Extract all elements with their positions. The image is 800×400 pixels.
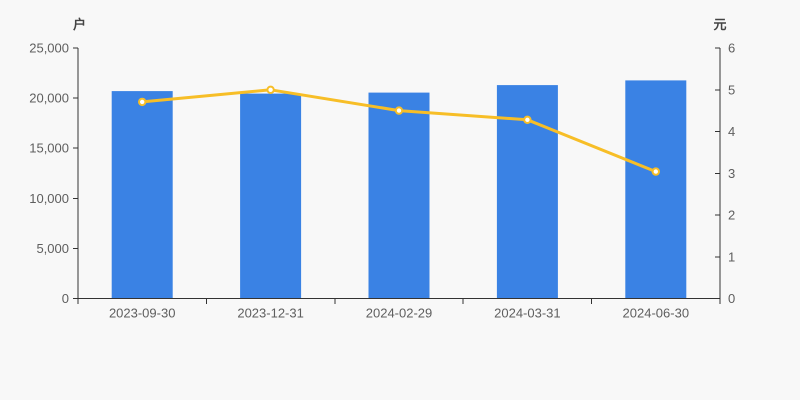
left-axis-tick-label: 25,000 [29,41,69,56]
left-axis-unit-label: 户 [73,17,86,32]
bar-2023-12-31[interactable] [240,93,302,299]
right-axis-tick-label: 0 [728,291,735,306]
x-axis-label-2023-09-30: 2023-09-30 [109,306,176,321]
right-axis-tick-label: 3 [728,166,735,181]
line-point-2024-06-30[interactable] [651,167,660,176]
x-axis-label-2023-12-31: 2023-12-31 [237,306,304,321]
right-axis-tick-label: 4 [728,124,735,139]
left-axis-tick-label: 20,000 [29,91,69,106]
bar-2024-06-30[interactable] [625,80,687,299]
right-axis-tick-label: 5 [728,82,735,97]
right-axis-tick-label: 1 [728,249,735,264]
line-point-2024-03-31[interactable] [523,115,532,125]
right-axis-tick-label: 2 [728,208,735,223]
left-axis-tick-label: 0 [62,291,69,306]
bar-2023-09-30[interactable] [111,91,173,299]
line-point-2023-12-31[interactable] [266,85,275,95]
left-axis-tick-label: 15,000 [29,141,69,156]
right-axis-unit-label: 元 [713,17,726,32]
right-axis-tick-label: 6 [728,41,735,56]
x-axis-label-2024-03-31: 2024-03-31 [494,306,561,321]
bar-2024-02-29[interactable] [368,92,430,299]
x-axis-label-2024-02-29: 2024-02-29 [366,306,433,321]
left-axis-tick-label: 10,000 [29,191,69,206]
line-point-2024-02-29[interactable] [394,106,404,115]
x-axis-label-2024-06-30: 2024-06-30 [623,306,690,321]
left-axis-tick-label: 5,000 [36,241,69,256]
line-point-2023-09-30[interactable] [138,97,147,107]
